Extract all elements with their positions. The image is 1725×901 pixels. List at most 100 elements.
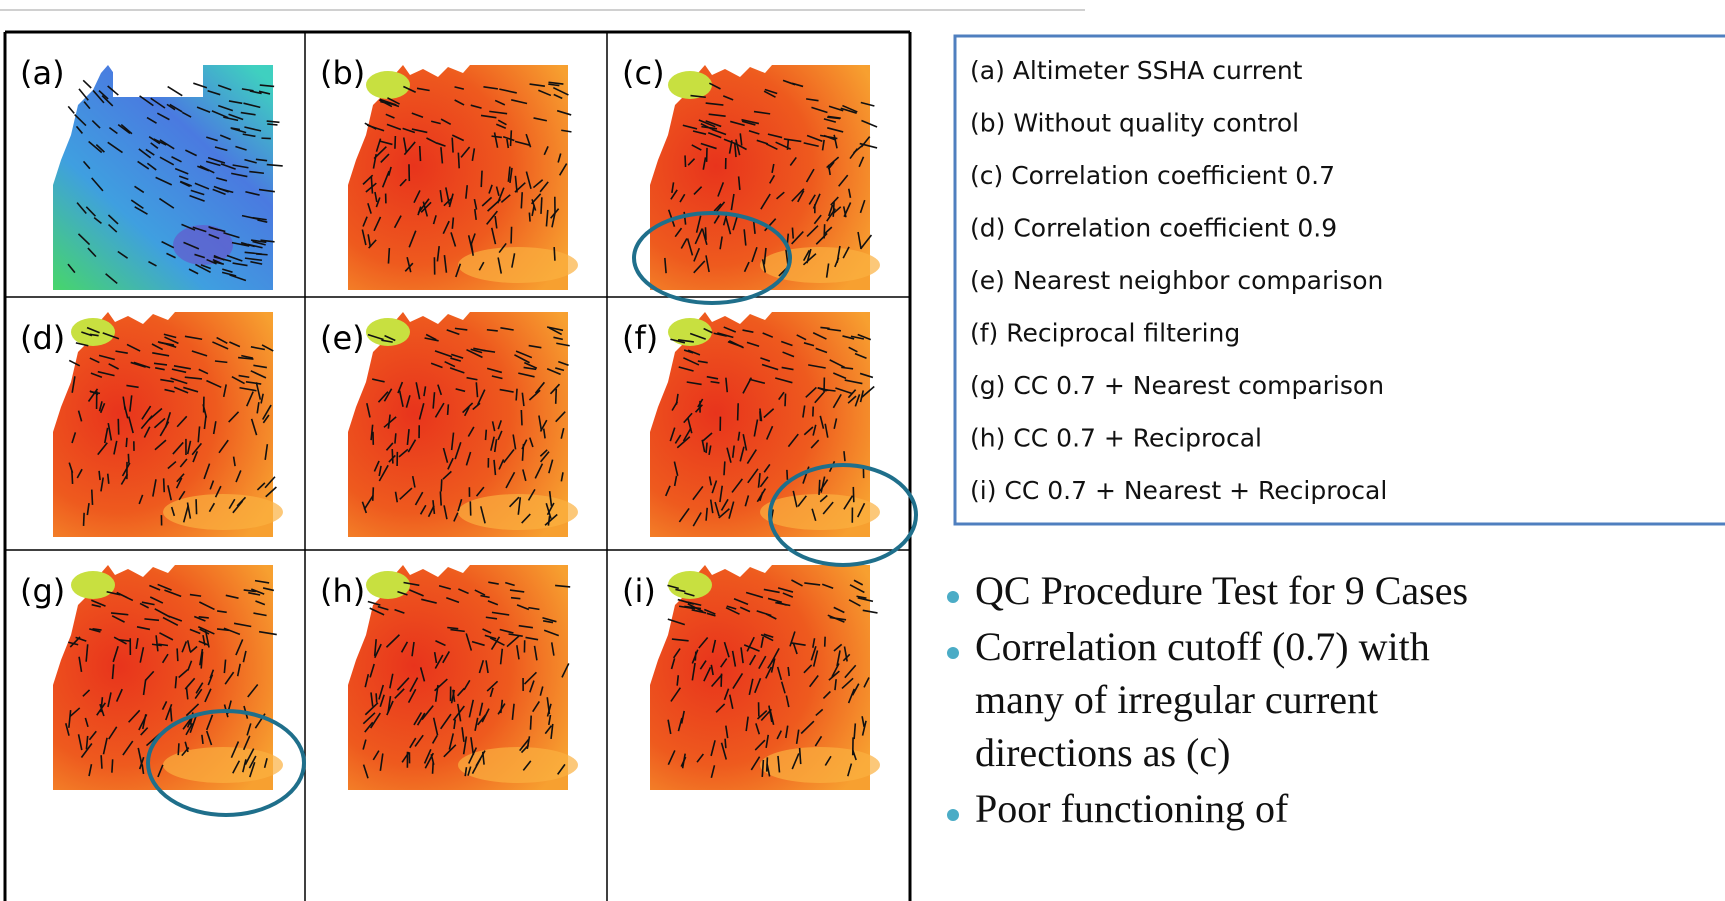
- land-mask: [113, 65, 203, 97]
- map-panel: [348, 565, 578, 790]
- current-arrow: [92, 490, 93, 505]
- current-arrow: [171, 708, 172, 722]
- bullet-text: Poor functioning of: [975, 786, 1289, 831]
- current-arrow: [373, 487, 374, 501]
- current-arrow: [83, 80, 91, 88]
- bullet-list: QC Procedure Test for 9 CasesCorrelation…: [947, 568, 1468, 831]
- coastal-shelf: [71, 571, 115, 599]
- bullet-dot: [947, 647, 959, 659]
- map-panel: [53, 65, 283, 290]
- warm-band: [760, 747, 880, 783]
- map-field: [53, 65, 273, 290]
- panel-label: (a): [20, 54, 65, 92]
- legend-item: (d) Correlation coefficient 0.9: [970, 214, 1337, 243]
- current-arrow: [529, 213, 530, 222]
- current-arrow: [452, 138, 453, 153]
- warm-band: [760, 494, 880, 530]
- current-arrow: [738, 403, 739, 420]
- legend-item: (i) CC 0.7 + Nearest + Reciprocal: [970, 476, 1387, 505]
- current-arrow: [164, 478, 165, 492]
- current-arrow: [556, 389, 557, 404]
- current-arrow: [178, 743, 179, 755]
- map-panel: [650, 312, 880, 537]
- current-arrow: [706, 508, 707, 521]
- panel-label: (f): [622, 319, 658, 357]
- current-arrow: [395, 433, 396, 443]
- current-arrow: [705, 227, 706, 240]
- current-arrow: [511, 598, 520, 599]
- current-arrow: [256, 254, 267, 255]
- current-arrow: [175, 676, 176, 688]
- panel-label: (i): [622, 572, 656, 610]
- map-panel: [53, 312, 283, 537]
- slide: (a)(b)(c)(d)(e)(f)(g)(h)(i) (a) Altimete…: [0, 0, 1725, 901]
- coastal-shelf: [366, 571, 410, 599]
- current-arrow: [820, 327, 829, 328]
- current-arrow: [521, 192, 522, 208]
- map-panel: [53, 565, 283, 790]
- current-arrow: [787, 470, 788, 480]
- current-arrow: [128, 454, 129, 464]
- current-arrow: [376, 693, 377, 702]
- current-arrow: [177, 648, 178, 661]
- current-arrow: [112, 759, 113, 772]
- legend: (a) Altimeter SSHA current(b) Without qu…: [970, 56, 1387, 505]
- current-arrow: [126, 438, 127, 447]
- current-arrow: [486, 430, 487, 440]
- current-arrow: [440, 491, 441, 505]
- legend-item: (b) Without quality control: [970, 109, 1299, 138]
- current-arrow: [541, 197, 542, 214]
- coastal-shelf: [366, 71, 410, 99]
- current-arrow: [79, 89, 88, 100]
- panel-label: (d): [20, 319, 65, 357]
- current-arrow: [819, 480, 820, 495]
- current-arrow: [202, 735, 203, 744]
- current-arrow: [84, 513, 85, 526]
- panel-label: (h): [320, 572, 365, 610]
- current-arrow: [785, 394, 786, 407]
- current-arrow: [99, 471, 100, 480]
- current-arrow: [516, 389, 517, 401]
- legend-item: (e) Nearest neighbor comparison: [970, 266, 1383, 295]
- current-arrow: [448, 404, 449, 415]
- current-arrow: [371, 177, 372, 194]
- current-arrow: [452, 217, 453, 228]
- warm-band: [458, 247, 578, 283]
- bullet-text: many of irregular current: [975, 677, 1378, 722]
- current-arrow: [441, 479, 442, 491]
- current-arrow: [824, 224, 825, 238]
- panel-label: (g): [20, 572, 65, 610]
- current-arrow: [392, 449, 393, 464]
- current-arrow: [685, 155, 686, 167]
- slide-canvas: (a)(b)(c)(d)(e)(f)(g)(h)(i) (a) Altimete…: [0, 0, 1725, 901]
- map-panel: [650, 565, 880, 790]
- current-arrow: [267, 124, 277, 125]
- legend-item: (g) CC 0.7 + Nearest comparison: [970, 371, 1384, 400]
- current-arrow: [458, 153, 459, 169]
- current-arrow: [521, 410, 522, 425]
- bullet-text: QC Procedure Test for 9 Cases: [975, 568, 1468, 613]
- coastal-shelf: [668, 71, 712, 99]
- current-arrow: [68, 106, 74, 113]
- current-arrow: [522, 444, 523, 461]
- panel-grid: (a)(b)(c)(d)(e)(f)(g)(h)(i): [5, 32, 910, 901]
- current-arrow: [725, 739, 726, 748]
- current-arrow: [108, 474, 109, 484]
- current-arrow: [511, 130, 512, 146]
- current-arrow: [101, 755, 102, 769]
- bullet-text: directions as (c): [975, 730, 1230, 775]
- panel-label: (e): [320, 319, 365, 357]
- warm-band: [760, 247, 880, 283]
- bullet-dot: [947, 591, 959, 603]
- current-arrow: [481, 171, 482, 187]
- current-arrow: [530, 716, 531, 730]
- current-arrow: [420, 146, 421, 161]
- coastal-shelf: [71, 318, 115, 346]
- current-arrow: [199, 617, 209, 618]
- legend-item: (h) CC 0.7 + Reciprocal: [970, 424, 1262, 453]
- legend-item: (f) Reciprocal filtering: [970, 319, 1240, 348]
- current-arrow: [677, 675, 678, 685]
- legend-item: (c) Correlation coefficient 0.7: [970, 161, 1335, 190]
- current-arrow: [554, 247, 555, 261]
- panel-label: (c): [622, 54, 665, 92]
